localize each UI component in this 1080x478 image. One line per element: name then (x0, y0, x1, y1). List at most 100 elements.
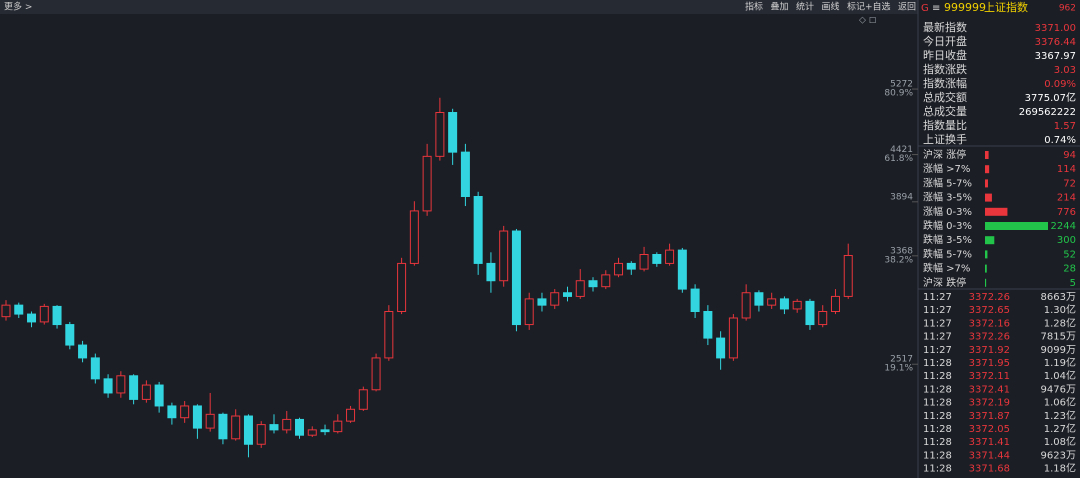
breadth-bar (985, 236, 995, 245)
quote-value: 3.03 (1054, 65, 1076, 76)
breadth-count: 300 (1057, 235, 1076, 246)
candle-body (779, 298, 789, 310)
quote-label: 上证换手 (923, 132, 967, 146)
tick-volume: 7815万 (1041, 332, 1076, 343)
tick-time: 11:28 (923, 398, 952, 409)
badge: 962 (1059, 4, 1076, 14)
tick-volume: 1.18亿 (1044, 462, 1076, 475)
toolbar-button[interactable]: 统计 (796, 1, 814, 13)
candle-body (677, 249, 687, 290)
breadth-label: 涨幅 0-3% (923, 205, 972, 218)
breadth-bar (985, 165, 990, 174)
candle-body (690, 288, 700, 313)
candle-body (562, 292, 572, 297)
candle-body (358, 389, 368, 410)
tick-volume: 8663万 (1041, 292, 1076, 303)
tick-volume: 1.27亿 (1044, 422, 1076, 435)
candle-body (741, 292, 751, 319)
tick-volume: 9099万 (1041, 345, 1076, 356)
candle-body (1, 304, 11, 318)
tick-time: 11:28 (923, 411, 952, 422)
quote-label: 总成交量 (923, 104, 967, 118)
toolbar-button[interactable]: 指标 (745, 1, 763, 13)
quote-label: 指数涨跌 (923, 62, 967, 76)
tick-volume: 1.23亿 (1044, 409, 1076, 422)
candle-body (460, 151, 470, 198)
name: 上证指数 (984, 0, 1028, 14)
breadth-label: 跌幅 5-7% (923, 247, 972, 260)
icons[interactable]: ◇ ◻ (859, 16, 876, 26)
breadth-count: 214 (1057, 193, 1076, 204)
candle-body (639, 253, 649, 270)
candle-body (129, 375, 139, 400)
tick-time: 11:28 (923, 424, 952, 435)
candle-body (473, 196, 483, 264)
candle-body (703, 311, 713, 339)
breadth-bar (985, 222, 1048, 230)
menu-icon[interactable]: ≡ (932, 3, 940, 14)
code: 999999 (944, 1, 986, 14)
quote-label: 指数量比 (923, 118, 967, 132)
y-tick-label: 2517 (890, 355, 913, 365)
quote-value: 269562222 (1019, 107, 1076, 118)
tick-time: 11:28 (923, 450, 952, 461)
candle-body (27, 313, 37, 323)
candle-body (141, 384, 151, 400)
tick-volume: 1.08亿 (1044, 435, 1076, 448)
candle-body (65, 324, 75, 346)
tick-time: 11:28 (923, 371, 952, 382)
breadth-bar (985, 179, 988, 188)
y-tick-label: 5272 (890, 80, 913, 90)
toolbar-button[interactable]: 标记 (847, 1, 865, 13)
breadth-label: 涨幅 >7% (923, 162, 970, 175)
more-button[interactable]: 更多 > (4, 1, 32, 13)
tick-time: 11:28 (923, 437, 952, 448)
quote-value: 1.57 (1054, 121, 1076, 132)
candle-body (511, 230, 521, 326)
tick-price: 3372.11 (969, 371, 1010, 382)
breadth-bar (985, 264, 987, 273)
breadth-label: 沪深 涨停 (923, 148, 966, 161)
breadth-label: 沪深 跌停 (923, 276, 966, 289)
toolbar-button[interactable]: 返回 (898, 1, 916, 13)
candle-body (524, 298, 534, 326)
toolbar-button[interactable]: +自选 (865, 1, 891, 13)
candle-body (626, 262, 636, 270)
tick-price: 3372.19 (969, 398, 1010, 409)
breadth-count: 114 (1057, 164, 1076, 175)
toolbar-button[interactable]: 画线 (821, 1, 839, 13)
tick-price: 3371.87 (969, 411, 1010, 422)
candle-body (243, 415, 253, 445)
candle-body (767, 298, 777, 306)
breadth-count: 776 (1057, 207, 1076, 218)
candle-body (52, 305, 62, 326)
candle-body (256, 424, 266, 445)
tick-price: 3371.44 (969, 450, 1010, 461)
candle-body (90, 357, 100, 380)
tick-time: 11:27 (923, 332, 952, 343)
breadth-count: 5 (1070, 278, 1076, 289)
candle-body (231, 415, 241, 440)
candle-body (499, 230, 509, 282)
y-tick-ratio: 38.2% (884, 255, 913, 265)
candle-body (192, 405, 202, 429)
tick-price: 3372.16 (969, 318, 1010, 329)
breadth-count: 52 (1063, 249, 1076, 260)
tick-price: 3372.05 (969, 424, 1010, 435)
quote-value: 3367.97 (1035, 51, 1076, 62)
candle-body (307, 429, 317, 436)
y-tick-ratio: 80.9% (884, 89, 913, 99)
tick-price: 3372.26 (969, 332, 1010, 343)
quote-label: 总成交额 (923, 90, 967, 104)
breadth-label: 跌幅 >7% (923, 262, 970, 275)
tick-price: 3372.65 (969, 305, 1010, 316)
candle-body (103, 378, 113, 394)
candle-body (346, 408, 356, 422)
candle-body (805, 300, 815, 326)
tick-time: 11:27 (923, 305, 952, 316)
toolbar-button[interactable]: 叠加 (770, 2, 788, 13)
y-tick-ratio: 19.1% (884, 364, 913, 374)
tick-time: 11:28 (923, 384, 952, 395)
